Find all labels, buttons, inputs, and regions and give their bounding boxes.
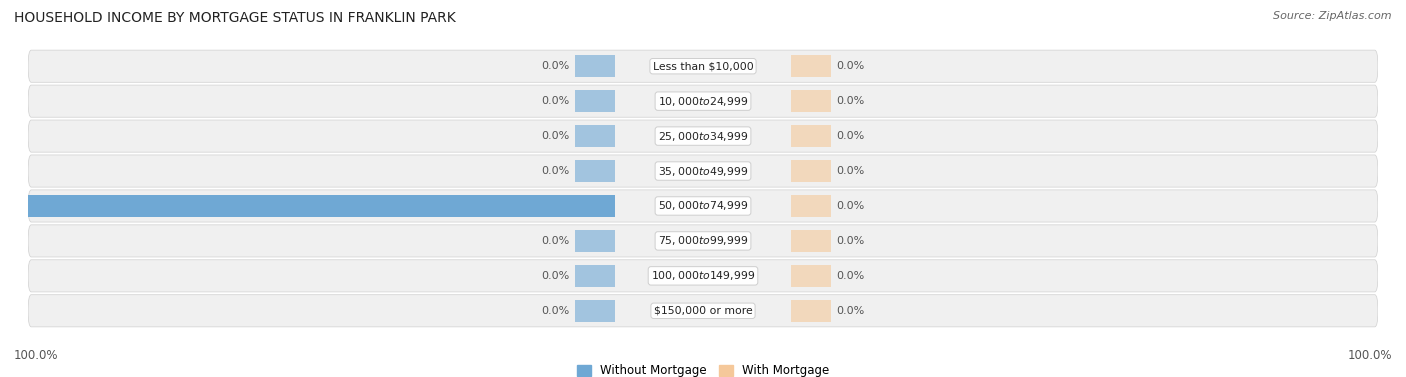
Text: $50,000 to $74,999: $50,000 to $74,999	[658, 199, 748, 213]
Text: 0.0%: 0.0%	[837, 166, 865, 176]
Bar	[575, 230, 616, 252]
Text: HOUSEHOLD INCOME BY MORTGAGE STATUS IN FRANKLIN PARK: HOUSEHOLD INCOME BY MORTGAGE STATUS IN F…	[14, 11, 456, 25]
Text: 0.0%: 0.0%	[837, 131, 865, 141]
Text: 0.0%: 0.0%	[837, 96, 865, 106]
Text: $25,000 to $34,999: $25,000 to $34,999	[658, 130, 748, 143]
Bar	[790, 55, 831, 77]
Text: 0.0%: 0.0%	[541, 61, 569, 71]
FancyBboxPatch shape	[28, 120, 1378, 152]
Text: 0.0%: 0.0%	[541, 131, 569, 141]
Text: 0.0%: 0.0%	[837, 61, 865, 71]
FancyBboxPatch shape	[28, 260, 1378, 292]
Text: Source: ZipAtlas.com: Source: ZipAtlas.com	[1274, 11, 1392, 21]
Bar	[790, 195, 831, 217]
Bar	[575, 90, 616, 112]
Text: 100.0%: 100.0%	[1347, 349, 1392, 362]
Bar	[790, 265, 831, 287]
Text: 0.0%: 0.0%	[837, 306, 865, 316]
Bar	[790, 125, 831, 147]
Bar	[575, 265, 616, 287]
Text: 0.0%: 0.0%	[541, 236, 569, 246]
Text: $150,000 or more: $150,000 or more	[654, 306, 752, 316]
Bar	[790, 300, 831, 322]
Bar	[575, 300, 616, 322]
Text: Less than $10,000: Less than $10,000	[652, 61, 754, 71]
Text: 0.0%: 0.0%	[541, 271, 569, 281]
FancyBboxPatch shape	[28, 155, 1378, 187]
Text: 100.0%: 100.0%	[14, 349, 59, 362]
Bar	[575, 160, 616, 182]
FancyBboxPatch shape	[28, 225, 1378, 257]
FancyBboxPatch shape	[28, 85, 1378, 117]
Text: 0.0%: 0.0%	[837, 201, 865, 211]
Text: $10,000 to $24,999: $10,000 to $24,999	[658, 95, 748, 108]
Text: $35,000 to $49,999: $35,000 to $49,999	[658, 164, 748, 178]
Text: 0.0%: 0.0%	[837, 271, 865, 281]
Text: $75,000 to $99,999: $75,000 to $99,999	[658, 234, 748, 247]
Text: 0.0%: 0.0%	[541, 96, 569, 106]
Bar	[790, 90, 831, 112]
Bar	[0, 195, 616, 217]
Text: 0.0%: 0.0%	[541, 306, 569, 316]
Text: $100,000 to $149,999: $100,000 to $149,999	[651, 269, 755, 282]
FancyBboxPatch shape	[28, 295, 1378, 327]
FancyBboxPatch shape	[28, 190, 1378, 222]
Bar	[575, 55, 616, 77]
Bar	[575, 125, 616, 147]
Bar	[790, 230, 831, 252]
FancyBboxPatch shape	[28, 50, 1378, 82]
Text: 0.0%: 0.0%	[837, 236, 865, 246]
Legend: Without Mortgage, With Mortgage: Without Mortgage, With Mortgage	[576, 365, 830, 377]
Bar	[790, 160, 831, 182]
Text: 0.0%: 0.0%	[541, 166, 569, 176]
